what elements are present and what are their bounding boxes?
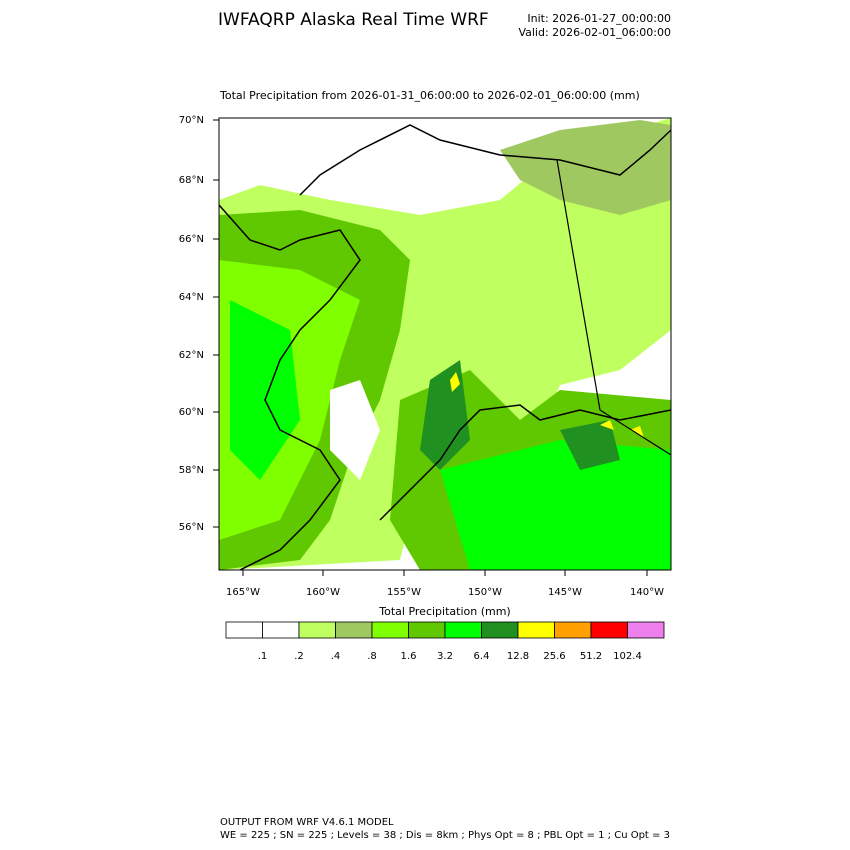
- colorbar-box: [590, 621, 628, 639]
- lon-label: 155°W: [387, 587, 421, 598]
- colorbar-box: [554, 621, 592, 639]
- lon-label: 145°W: [548, 587, 582, 598]
- footer-line: WE = 225 ; SN = 225 ; Levels = 38 ; Dis …: [220, 830, 670, 841]
- colorbar-box: [225, 621, 263, 639]
- title: IWFAQRP Alaska Real Time WRF: [218, 10, 489, 30]
- valid-time: Valid: 2026-02-01_06:00:00: [518, 26, 671, 39]
- colorbar-box: [408, 621, 446, 639]
- lat-label: 70°N: [179, 115, 204, 126]
- colorbar-tick-label: .4: [331, 651, 341, 662]
- colorbar-tick-label: .2: [294, 651, 304, 662]
- map-frame: [218, 117, 672, 571]
- lat-label: 64°N: [179, 292, 204, 303]
- lon-label: 160°W: [306, 587, 340, 598]
- colorbar-box: [444, 621, 482, 639]
- colorbar-box: [298, 621, 336, 639]
- map-area: [219, 118, 671, 570]
- lat-label: 66°N: [179, 234, 204, 245]
- lat-label: 58°N: [179, 465, 204, 476]
- lat-label: 68°N: [179, 175, 204, 186]
- lat-label: 56°N: [179, 522, 204, 533]
- colorbar-tick-label: 12.8: [507, 651, 529, 662]
- colorbar: .1 .2 .4 .8 1.6 3.2 6.4 12.8 25.6 51.2 102.4: [225, 621, 665, 662]
- lat-label: 60°N: [179, 407, 204, 418]
- colorbar-box: [335, 621, 373, 639]
- init-time: Init: 2026-01-27_00:00:00: [527, 12, 671, 25]
- colorbar-tick-label: 1.6: [401, 651, 417, 662]
- colorbar-tick-label: 3.2: [437, 651, 453, 662]
- colorbar-tick-label: 102.4: [613, 651, 642, 662]
- colorbar-tick-label: .1: [258, 651, 268, 662]
- colorbar-box: [627, 621, 665, 639]
- lat-label: 62°N: [179, 350, 204, 361]
- colorbar-tick-label: 25.6: [543, 651, 565, 662]
- colorbar-box: [371, 621, 409, 639]
- colorbar-box: [517, 621, 555, 639]
- colorbar-box: [481, 621, 519, 639]
- colorbar-box: [262, 621, 300, 639]
- colorbar-label: Total Precipitation (mm): [378, 605, 510, 618]
- lon-label: 150°W: [468, 587, 502, 598]
- footer-line: OUTPUT FROM WRF V4.6.1 MODEL: [220, 817, 394, 828]
- colorbar-tick-label: .8: [367, 651, 377, 662]
- colorbar-tick-label: 51.2: [580, 651, 602, 662]
- subtitle: Total Precipitation from 2026-01-31_06:0…: [219, 89, 640, 102]
- lon-label: 140°W: [630, 587, 664, 598]
- colorbar-tick-label: 6.4: [474, 651, 490, 662]
- lon-label: 165°W: [226, 587, 260, 598]
